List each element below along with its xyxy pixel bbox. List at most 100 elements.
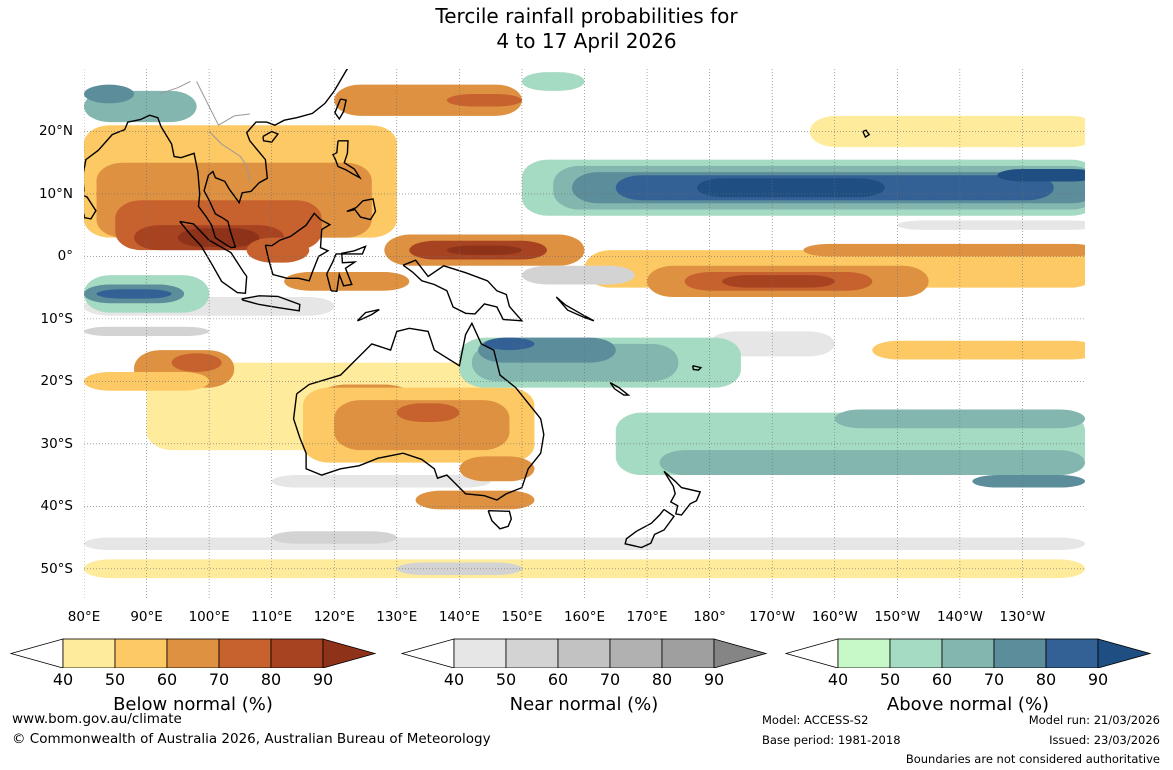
below-prob-region-36 (803, 243, 1085, 257)
below-prob-region-24 (171, 353, 222, 372)
website-link[interactable]: www.bom.gov.au/climate (12, 711, 182, 727)
below-lower-triangle (10, 638, 64, 668)
lat-label: 10°N (38, 185, 73, 202)
above-lower-triangle (785, 638, 839, 668)
near-tick-50: 50 (495, 670, 517, 689)
above-tick-60: 60 (931, 670, 953, 689)
below-tick-40: 40 (52, 670, 74, 689)
above-prob-region-43 (697, 178, 885, 198)
base-period: Base period: 1981-2018 (762, 733, 901, 747)
below-tick-70: 70 (208, 670, 230, 689)
below-prob-region-22 (284, 272, 410, 291)
new-guinea-coastline (402, 259, 524, 322)
mainland-asia-coastline (84, 69, 349, 249)
above-prob-region-58 (972, 475, 1085, 488)
above-prob-region-57 (834, 409, 1085, 429)
graticule (84, 69, 1085, 600)
lon-label: 160°W (811, 609, 858, 625)
boundaries-disclaimer: Boundaries are not considered authoritat… (905, 752, 1160, 766)
title-line-1: Tercile rainfall probabilities for (435, 4, 738, 28)
near-swatch-2 (557, 638, 611, 668)
lon-label: 130°W (999, 609, 1046, 625)
near-prob-region-6 (271, 475, 491, 488)
near-tick-40: 40 (443, 670, 465, 689)
near-prob-region-5 (709, 331, 835, 357)
above-prob-region-50 (96, 289, 172, 299)
above-prob-region-56 (659, 450, 1085, 476)
below-swatch-4 (270, 638, 324, 668)
near-tick-90: 90 (703, 670, 725, 689)
below-prob-region-16 (177, 228, 260, 248)
country-border-0 (196, 81, 250, 126)
above-tick-80: 80 (1035, 670, 1057, 689)
nz-north-coastline (663, 470, 702, 516)
near-upper-triangle (713, 638, 768, 668)
lon-label: 90°E (130, 609, 163, 625)
below-tick-60: 60 (156, 670, 178, 689)
lon-label: 140°W (936, 609, 983, 625)
near-swatch-4 (661, 638, 715, 668)
above-swatch-4 (1045, 638, 1099, 668)
above-swatch-1 (889, 638, 943, 668)
country-border-2 (158, 81, 191, 95)
near-normal-title: Near normal (%) (509, 694, 659, 715)
below-prob-region-18 (334, 84, 522, 116)
below-swatch-2 (166, 638, 220, 668)
near-swatch-1 (505, 638, 559, 668)
colorbar-near-normal (401, 638, 768, 668)
lon-label: 120°E (313, 609, 355, 625)
above-swatch-3 (993, 638, 1047, 668)
issued-date: Issued: 23/03/2026 (1049, 733, 1160, 747)
solomons-coastline (555, 296, 595, 322)
lat-label: 20°N (38, 123, 73, 140)
map-canvas (84, 69, 1085, 600)
lon-label: 180° (693, 609, 726, 625)
below-upper-triangle (322, 638, 377, 668)
borneo-coastline (264, 212, 332, 282)
above-swatch-2 (941, 638, 995, 668)
lon-label: 170°W (749, 609, 796, 625)
below-prob-region-21 (446, 245, 522, 255)
australia-coastline (292, 321, 545, 501)
lat-label: 20°S (40, 373, 74, 390)
above-tick-50: 50 (879, 670, 901, 689)
lat-label: 40°S (40, 498, 74, 515)
lon-label: 80°E (67, 609, 101, 625)
above-prob-region-46 (84, 84, 135, 104)
below-tick-50: 50 (104, 670, 126, 689)
sri-lanka-coastline (84, 194, 97, 220)
model-run-date: Model run: 21/03/2026 (1028, 713, 1160, 727)
below-swatch-0 (62, 638, 116, 668)
nz-south-coastline (624, 508, 675, 549)
lon-label: 170°E (626, 609, 668, 625)
below-prob-region-31 (415, 490, 535, 510)
lat-label: 30°S (40, 435, 74, 452)
lon-label: 160°E (563, 609, 606, 625)
near-swatch-3 (609, 638, 663, 668)
colorbar-above-normal (785, 638, 1152, 668)
near-lower-triangle (401, 638, 455, 668)
below-prob-region-37 (872, 340, 1085, 360)
copyright-text: © Commonwealth of Australia 2026, Austra… (12, 731, 491, 747)
lat-label: 10°S (40, 310, 74, 327)
below-tick-90: 90 (312, 670, 334, 689)
near-tick-70: 70 (599, 670, 621, 689)
near-prob-region-59 (521, 265, 635, 285)
below-prob-region-35 (722, 275, 835, 288)
country-border-1 (208, 131, 251, 182)
above-tick-90: 90 (1087, 670, 1109, 689)
below-normal-title: Below normal (%) (113, 694, 273, 715)
below-prob-region-26 (446, 93, 522, 107)
above-tick-40: 40 (827, 670, 849, 689)
below-tick-80: 80 (260, 670, 282, 689)
above-prob-region-47 (521, 72, 585, 91)
timor-coastline (356, 308, 380, 322)
above-tick-70: 70 (983, 670, 1005, 689)
map-title: Tercile rainfall probabilities for 4 to … (0, 4, 1173, 54)
below-prob-region-28 (334, 400, 510, 451)
below-swatch-1 (114, 638, 168, 668)
below-prob-region-29 (396, 403, 460, 422)
above-upper-triangle (1097, 638, 1152, 668)
near-tick-80: 80 (651, 670, 673, 689)
tasmania-coastline (487, 510, 513, 530)
